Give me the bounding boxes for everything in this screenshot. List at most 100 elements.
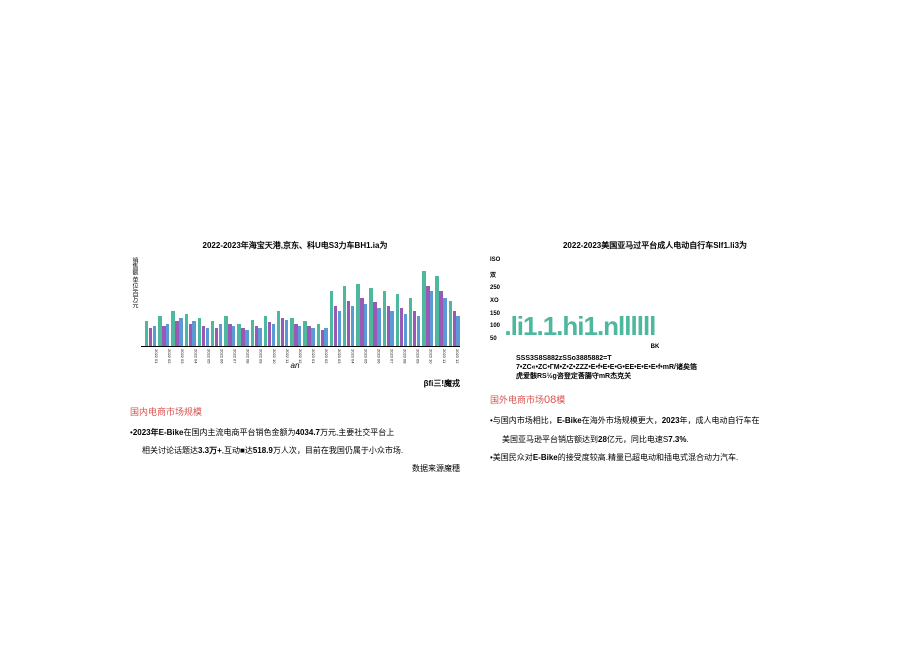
bar-group <box>198 318 209 346</box>
bar <box>396 294 399 346</box>
bar <box>453 311 456 346</box>
bar <box>449 301 452 346</box>
bar <box>166 324 169 346</box>
bar-group <box>356 284 367 346</box>
y-label: 50 <box>490 336 500 342</box>
bar <box>258 328 261 346</box>
bar-group <box>383 291 394 346</box>
bar-group <box>409 298 420 346</box>
bar-group <box>317 324 328 346</box>
x-label: 2023 10 <box>423 349 434 373</box>
x-label: 2023 09 <box>410 349 421 373</box>
bar <box>153 326 156 346</box>
right-chart: ISO双250XO15010050 .li1.1.hi1.nllllll <box>490 257 820 342</box>
bar <box>321 330 324 346</box>
bar <box>307 326 310 346</box>
bar <box>311 328 314 346</box>
left-bars <box>141 262 460 347</box>
bar-group <box>449 301 460 346</box>
bar <box>404 314 407 346</box>
bar <box>360 298 363 346</box>
y-label: ISO <box>490 257 500 263</box>
bar <box>330 291 333 346</box>
right-bullet-3: •美国民众对E-Bike的接受度较高.精量已超电动和插电式混合动力汽车. <box>490 451 820 465</box>
left-y-axis-label: 销售额 单位/百万元 <box>130 257 139 347</box>
left-chart-title: 2022-2023年海宝天港,京东、科U电S3力车BH1.ia为 <box>130 240 460 251</box>
bar <box>430 291 433 346</box>
bar-group <box>303 321 314 346</box>
bar <box>334 306 337 346</box>
y-label: 250 <box>490 285 500 291</box>
x-label: 2023 07 <box>383 349 394 373</box>
bar <box>377 308 380 346</box>
bar <box>356 284 359 346</box>
y-label: 100 <box>490 323 500 329</box>
bar-group <box>145 321 156 346</box>
right-y-labels: ISO双250XO15010050 <box>490 257 504 342</box>
bar <box>338 311 341 346</box>
bar <box>409 298 412 346</box>
bar <box>290 318 293 346</box>
bar-group <box>171 311 182 346</box>
x-label: 2022 04 <box>187 349 198 373</box>
right-chart-visual: .li1.1.hi1.nllllll <box>504 257 820 342</box>
bar <box>237 324 240 346</box>
bar <box>268 322 271 346</box>
bar <box>192 321 195 346</box>
bar <box>171 311 174 346</box>
bar-group <box>343 286 354 346</box>
x-label: 2022 09 <box>253 349 264 373</box>
left-chart: 销售额 单位/百万元 2022 012022 022022 032022 042… <box>130 257 460 357</box>
bar <box>369 288 372 346</box>
bar <box>202 326 205 346</box>
bar-group <box>211 321 222 346</box>
x-label: 2022 07 <box>226 349 237 373</box>
bar-group <box>369 288 380 346</box>
bar <box>189 324 192 346</box>
x-label: 2023 01 <box>305 349 316 373</box>
bar <box>387 306 390 346</box>
bar <box>219 324 222 346</box>
bar <box>145 321 148 346</box>
bar <box>317 324 320 346</box>
bar-group <box>330 291 341 346</box>
x-label: 2022 03 <box>174 349 185 373</box>
bar-group <box>237 324 248 346</box>
bar <box>417 316 420 346</box>
bar <box>439 291 442 346</box>
x-label: 2023 08 <box>396 349 407 373</box>
bar <box>324 328 327 346</box>
x-label: 2023 05 <box>357 349 368 373</box>
bar <box>422 271 425 346</box>
bar <box>232 326 235 346</box>
bar <box>255 326 258 346</box>
bar-group <box>251 320 262 346</box>
bar-group <box>264 316 275 346</box>
bar <box>294 324 297 346</box>
right-chart-title: 2022-2023美国亚马过平台成人电动自行车Slf1.li3为 <box>490 240 820 251</box>
x-label: 2022 02 <box>161 349 172 373</box>
bar <box>373 302 376 346</box>
bar <box>343 286 346 346</box>
right-bullet-1: •与国内市场相比，E-Bike在海外市场规模更大，2023年，成人电动自行车在 <box>490 414 820 428</box>
bar <box>400 308 403 346</box>
bar-group <box>185 314 196 346</box>
bar <box>198 318 201 346</box>
right-section-header: 国外电商市场08模 <box>490 393 820 406</box>
bar <box>303 321 306 346</box>
bar <box>351 306 354 346</box>
bar <box>245 330 248 346</box>
right-bullet-2: 美国亚马逊平台销店额达到28亿元，同比电速S7.3%. <box>490 433 820 447</box>
bar <box>281 318 284 346</box>
right-column: 2022-2023美国亚马过平台成人电动自行车Slf1.li3为 ISO双250… <box>490 240 820 474</box>
bar <box>185 314 188 346</box>
left-bullet-2: 相关讨论话题达3.3万+,互动■达518.9万人次，目前在我国仍属于小众市场. <box>130 444 460 458</box>
left-x-labels: 2022 012022 022022 032022 042022 052022 … <box>130 349 460 373</box>
x-label: 2022 11 <box>279 349 290 373</box>
bar <box>413 311 416 346</box>
x-label: 2023 03 <box>331 349 342 373</box>
left-data-source: 数据来源魔穗 <box>130 463 460 474</box>
bar <box>456 316 459 346</box>
bar <box>285 320 288 346</box>
bar <box>149 328 152 346</box>
